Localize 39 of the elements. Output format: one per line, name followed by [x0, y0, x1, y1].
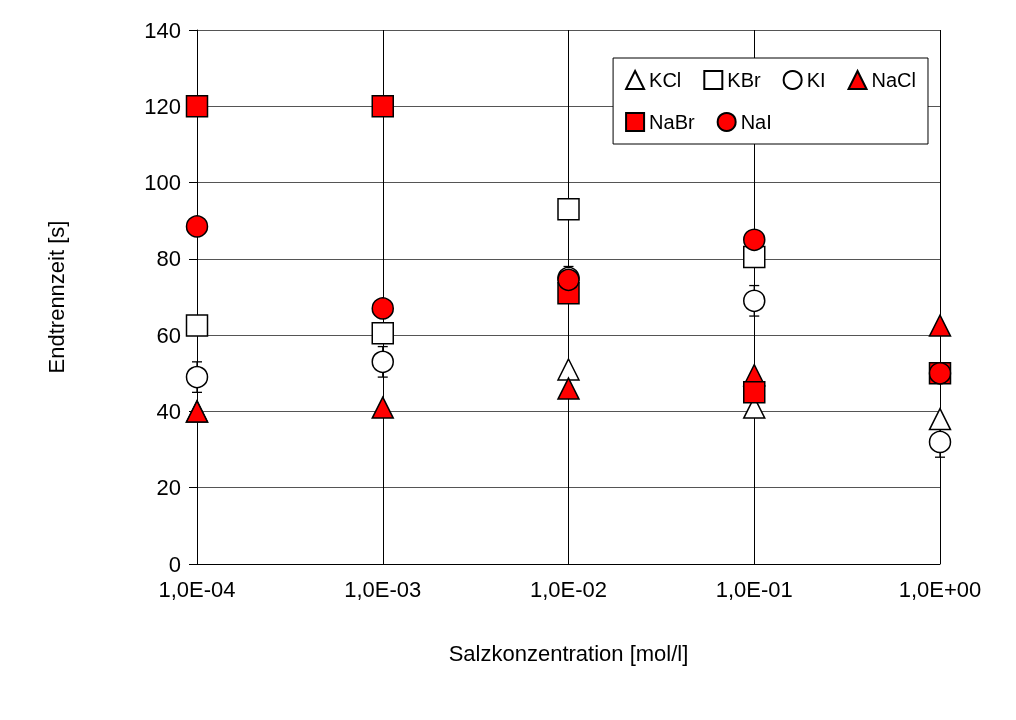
- point: [371, 321, 394, 345]
- legend-label: NaBr: [649, 111, 695, 133]
- y-tick-label: 60: [156, 322, 181, 348]
- legend-label: NaI: [740, 111, 772, 133]
- point: [928, 430, 952, 454]
- x-tick-label: 1,0E-02: [529, 576, 608, 602]
- point: [185, 95, 209, 118]
- point: [185, 365, 209, 389]
- point: [185, 215, 209, 238]
- x-tick-label: 1,0E-03: [344, 576, 422, 602]
- point: [371, 396, 394, 419]
- point: [928, 407, 952, 431]
- x-tick-label: 1,0E-01: [715, 576, 793, 602]
- x-axis-title: Salzkonzentration [mol/l]: [448, 640, 689, 666]
- point: [371, 350, 394, 374]
- point: [371, 297, 394, 320]
- y-axis-title: Endtrennzeit [s]: [43, 220, 69, 374]
- point: [743, 289, 766, 313]
- point: [743, 381, 766, 404]
- y-tick-label: 80: [156, 246, 181, 272]
- point: [371, 95, 394, 118]
- legend-label: NaCl: [871, 69, 916, 91]
- point: [928, 314, 952, 337]
- legend-label: KBr: [727, 69, 761, 91]
- y-tick-label: 20: [156, 475, 181, 501]
- y-tick-label: 120: [144, 93, 181, 119]
- point: [557, 198, 580, 221]
- x-tick-label: 1,0E-04: [158, 576, 236, 602]
- x-tick-label: 1,0E+00: [898, 576, 982, 602]
- y-tick-label: 140: [144, 17, 181, 43]
- legend-label: KCl: [649, 69, 682, 91]
- point: [557, 377, 580, 400]
- y-tick-label: 0: [168, 551, 181, 577]
- legend-label: KI: [806, 69, 826, 91]
- y-tick-label: 100: [144, 170, 181, 196]
- point: [185, 314, 209, 337]
- point: [743, 228, 766, 252]
- point: [557, 358, 580, 381]
- y-tick-label: 40: [156, 398, 181, 424]
